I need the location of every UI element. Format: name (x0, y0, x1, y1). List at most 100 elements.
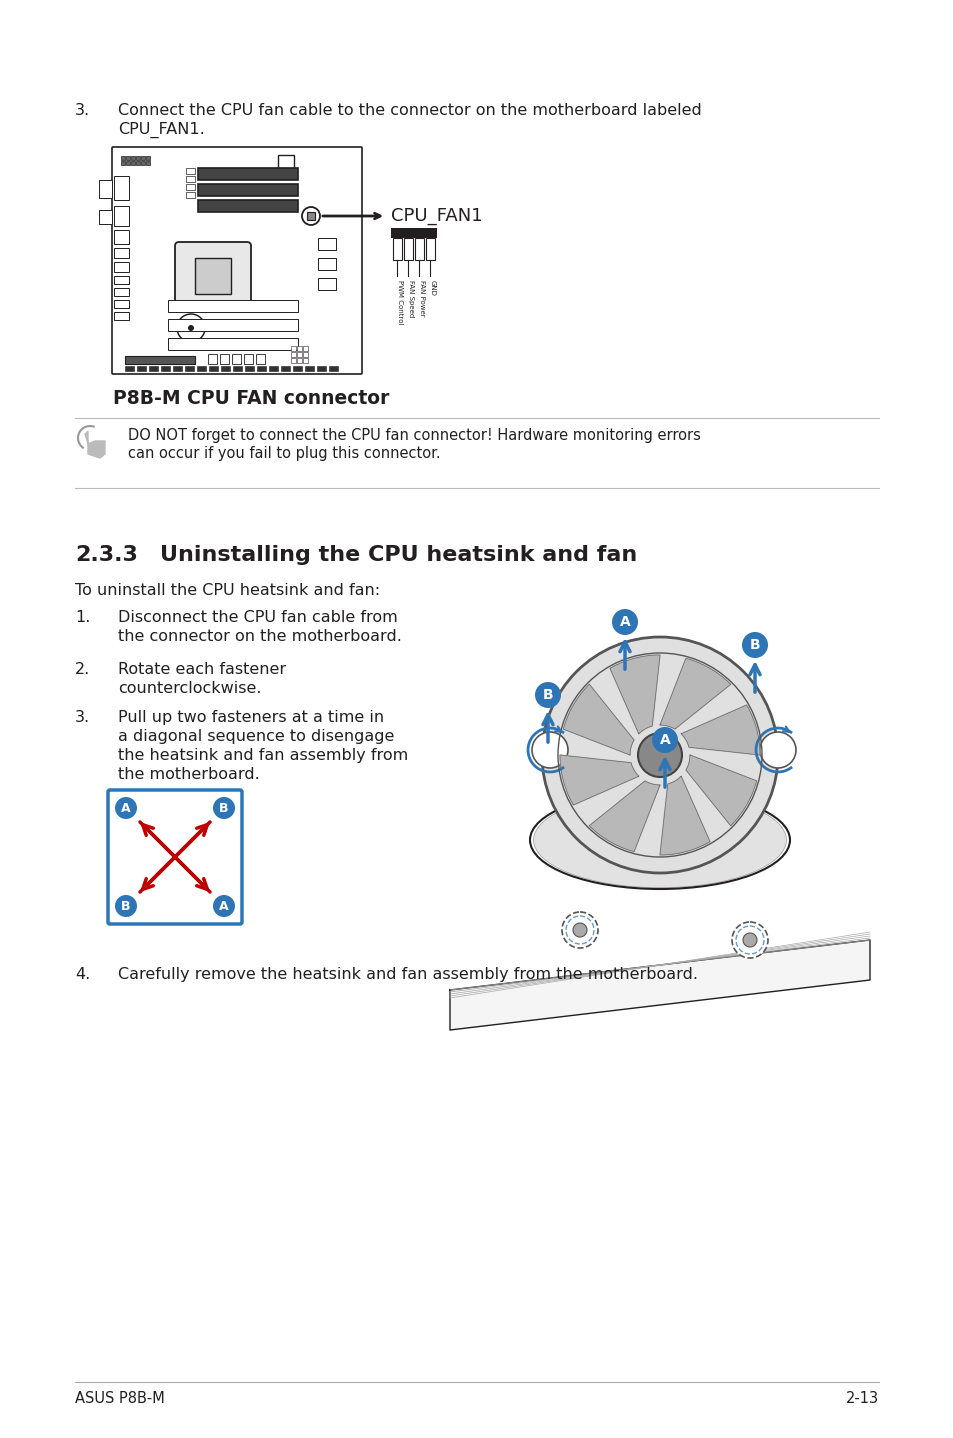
Polygon shape (659, 777, 709, 856)
Bar (113, 230, 129, 244)
Bar (391, 229, 436, 239)
Circle shape (532, 732, 567, 768)
Ellipse shape (598, 817, 720, 863)
FancyBboxPatch shape (112, 147, 361, 374)
Ellipse shape (551, 800, 767, 880)
Text: A: A (219, 900, 229, 913)
Bar (186, 168, 194, 174)
Text: DO NOT forget to connect the CPU fan connector! Hardware monitoring errors: DO NOT forget to connect the CPU fan con… (128, 429, 700, 443)
Ellipse shape (620, 825, 699, 854)
Bar (296, 358, 302, 362)
Bar (233, 367, 242, 371)
Circle shape (731, 922, 767, 958)
Bar (126, 161, 130, 165)
Bar (125, 367, 133, 371)
Bar (316, 367, 326, 371)
Ellipse shape (613, 823, 705, 857)
Ellipse shape (580, 810, 739, 870)
Text: To uninstall the CPU heatsink and fan:: To uninstall the CPU heatsink and fan: (75, 582, 379, 598)
Text: A: A (619, 615, 630, 628)
Bar (136, 161, 140, 165)
Text: CPU_FAN1: CPU_FAN1 (391, 207, 482, 224)
Polygon shape (680, 705, 760, 755)
Circle shape (213, 894, 234, 917)
Bar (121, 161, 125, 165)
Bar (161, 367, 170, 371)
Circle shape (302, 207, 319, 224)
Bar (168, 301, 297, 312)
Bar (281, 367, 290, 371)
Bar (209, 367, 218, 371)
Circle shape (760, 732, 795, 768)
Text: FAN Speed: FAN Speed (408, 280, 414, 318)
Circle shape (565, 916, 594, 943)
Bar (393, 239, 401, 260)
Bar (293, 367, 302, 371)
Bar (121, 155, 125, 160)
Bar (113, 262, 129, 272)
Text: B: B (542, 687, 553, 702)
Circle shape (115, 894, 137, 917)
Polygon shape (563, 684, 634, 755)
Bar (291, 352, 295, 357)
Bar (168, 319, 297, 331)
Bar (415, 239, 423, 260)
Bar (196, 367, 206, 371)
Text: Pull up two fasteners at a time in: Pull up two fasteners at a time in (118, 710, 384, 725)
Text: B: B (749, 638, 760, 651)
Text: 3.: 3. (75, 104, 90, 118)
Bar (99, 180, 112, 198)
Circle shape (535, 682, 560, 707)
Polygon shape (450, 940, 869, 1030)
Bar (146, 161, 150, 165)
Bar (126, 155, 130, 160)
Text: P8B-M CPU FAN connector: P8B-M CPU FAN connector (112, 390, 389, 408)
Text: the connector on the motherboard.: the connector on the motherboard. (118, 628, 401, 644)
Bar (208, 354, 216, 364)
Text: 2.: 2. (75, 661, 91, 677)
Text: 1.: 1. (75, 610, 91, 626)
Bar (303, 358, 308, 362)
Bar (305, 367, 314, 371)
Bar (99, 210, 112, 224)
Bar (198, 184, 297, 196)
Bar (245, 367, 253, 371)
Bar (113, 288, 129, 296)
Circle shape (573, 923, 586, 938)
Bar (136, 155, 140, 160)
Bar (113, 206, 129, 226)
Bar (232, 354, 241, 364)
Bar (131, 161, 135, 165)
Bar (137, 367, 146, 371)
Circle shape (541, 637, 778, 873)
Text: Uninstalling the CPU heatsink and fan: Uninstalling the CPU heatsink and fan (160, 545, 637, 565)
Ellipse shape (577, 808, 741, 871)
Bar (303, 352, 308, 357)
Text: the heatsink and fan assembly from: the heatsink and fan assembly from (118, 748, 408, 764)
Circle shape (651, 728, 678, 754)
Bar (113, 276, 129, 283)
Bar (221, 367, 230, 371)
Bar (296, 347, 302, 351)
Bar (113, 312, 129, 321)
Circle shape (115, 797, 137, 820)
Bar (291, 358, 295, 362)
Bar (113, 247, 129, 257)
Circle shape (735, 926, 763, 953)
Bar (198, 168, 297, 180)
Ellipse shape (595, 815, 723, 864)
Ellipse shape (584, 811, 735, 869)
Ellipse shape (562, 804, 757, 877)
Text: can occur if you fail to plug this connector.: can occur if you fail to plug this conne… (128, 446, 440, 462)
Ellipse shape (558, 802, 760, 879)
Polygon shape (685, 755, 756, 825)
Text: B: B (219, 801, 229, 814)
FancyBboxPatch shape (108, 789, 242, 925)
Circle shape (612, 610, 638, 636)
Bar (113, 301, 129, 308)
Bar (317, 278, 335, 290)
Ellipse shape (573, 808, 745, 873)
Ellipse shape (540, 795, 779, 884)
Bar (244, 354, 253, 364)
Text: 2-13: 2-13 (845, 1391, 878, 1406)
